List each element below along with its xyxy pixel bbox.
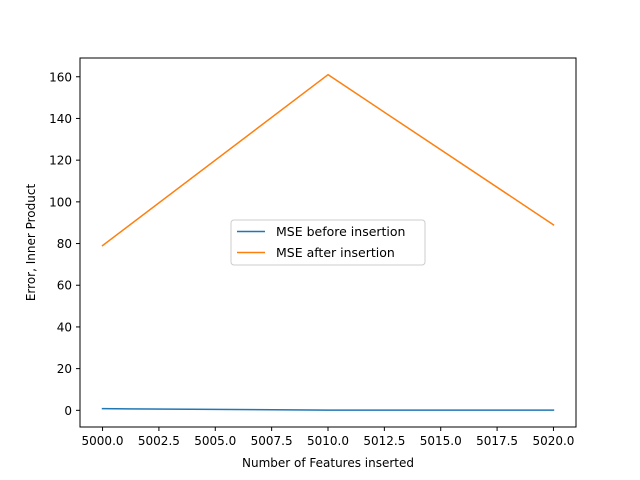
legend-frame <box>230 219 426 266</box>
y-tick-label: 60 <box>57 279 72 293</box>
x-tick-label: 5007.5 <box>251 434 293 448</box>
y-axis-label: Error, Inner Product <box>24 184 38 302</box>
y-tick-label: 20 <box>57 362 72 376</box>
y-axis: 0 20 40 60 80 100 120 140 160 <box>49 70 80 418</box>
y-tick-label: 100 <box>49 195 72 209</box>
x-tick-label: 5017.5 <box>476 434 518 448</box>
x-tick-label: 5012.5 <box>363 434 405 448</box>
x-tick-label: 5020.0 <box>532 434 574 448</box>
series-line-2 <box>101 73 555 247</box>
x-tick-label: 5015.0 <box>420 434 462 448</box>
series-line-1 <box>101 407 555 411</box>
x-tick-label: 5010.0 <box>307 434 349 448</box>
y-tick-label: 160 <box>49 70 72 84</box>
y-tick-label: 140 <box>49 112 72 126</box>
y-tick-label: 120 <box>49 154 72 168</box>
y-tick-label: 40 <box>57 320 72 334</box>
series-layer <box>101 73 555 411</box>
legend-label-1: MSE before insertion <box>276 224 405 239</box>
y-tick-label: 80 <box>57 237 72 251</box>
x-tick-label: 5002.5 <box>138 434 180 448</box>
legend: MSE before insertion MSE after insertion <box>230 219 426 266</box>
x-axis-label: Number of Features inserted <box>242 456 414 470</box>
x-tick-label: 5005.0 <box>194 434 236 448</box>
x-tick-label: 5000.0 <box>82 434 124 448</box>
x-axis: 5000.0 5002.5 5005.0 5007.5 5010.0 5012.5 5015… <box>82 427 574 448</box>
legend-label-2: MSE after insertion <box>276 245 395 260</box>
y-tick-label: 0 <box>64 404 72 418</box>
